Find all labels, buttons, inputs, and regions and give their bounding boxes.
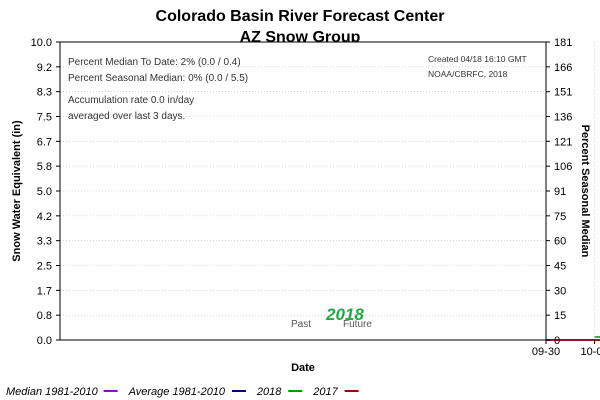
- y-tick-label: 2.5: [37, 261, 52, 273]
- chart-legend: Median 1981-2010 Average 1981-2010 2018 201…: [6, 386, 359, 398]
- y-axis-label: Snow Water Equivalent (in): [11, 120, 23, 262]
- created-timestamp: Created 04/18 16:10 GMT: [428, 54, 527, 64]
- y2-tick-label: 30: [554, 285, 566, 297]
- y2-tick-label: 151: [554, 87, 572, 99]
- y-tick-label: 1.7: [37, 285, 52, 297]
- y-tick-label: 8.3: [37, 87, 52, 99]
- y2-tick-label: 15: [554, 310, 566, 322]
- y2-tick-label: 166: [554, 62, 572, 74]
- y-tick-label: 10.0: [31, 37, 52, 49]
- y-tick-label: 6.7: [37, 136, 52, 148]
- y2-tick-label: 91: [554, 186, 566, 198]
- y-tick-label: 5.0: [37, 186, 52, 198]
- y2-tick-label: 136: [554, 112, 572, 124]
- y-tick-label: 9.2: [37, 62, 52, 74]
- y-tick-label: 5.8: [37, 161, 52, 173]
- pct-median-to-date: Percent Median To Date: 2% (0.0 / 0.4): [68, 57, 241, 68]
- y2-axis-label: Percent Seasonal Median: [579, 125, 591, 258]
- year-label: 2018: [325, 305, 364, 324]
- y2-tick-label: 45: [554, 261, 566, 273]
- credit-annotation: Created 04/18 16:10 GMT NOAA/CBRFC, 2018: [428, 54, 527, 79]
- accumulation-rate: Accumulation rate 0.0 in/day: [68, 95, 194, 106]
- y-tick-label: 0.8: [37, 310, 52, 322]
- y-tick-label: 4.2: [37, 211, 52, 223]
- pct-seasonal-median: Percent Seasonal Median: 0% (0.0 / 5.5): [68, 73, 248, 84]
- past-label: Past: [291, 319, 311, 330]
- y2-tick-label: 106: [554, 161, 572, 173]
- legend-label: Average 1981-2010: [128, 386, 226, 398]
- y-tick-label: 7.5: [37, 112, 52, 124]
- future-label: Future: [343, 319, 372, 330]
- chart-title: Colorado Basin River Forecast Center: [156, 8, 445, 25]
- x-tick-label: 10-01: [581, 346, 600, 358]
- series-line-2018: [594, 336, 600, 338]
- x-axis-label: Date: [291, 362, 315, 374]
- legend-label: 2017: [312, 386, 338, 398]
- y2-tick-label: 60: [554, 236, 566, 248]
- source-credit: NOAA/CBRFC, 2018: [428, 69, 508, 79]
- legend-label: Median 1981-2010: [6, 386, 99, 398]
- x-tick-label: 09-30: [532, 346, 560, 358]
- legend-label: 2018: [256, 386, 282, 398]
- y2-tick-label: 121: [554, 136, 572, 148]
- stats-annotation: Percent Median To Date: 2% (0.0 / 0.4) P…: [68, 57, 248, 122]
- y2-tick-label: 181: [554, 37, 572, 49]
- accumulation-window: averaged over last 3 days.: [68, 111, 185, 122]
- y2-tick-label: 0: [554, 335, 560, 347]
- y-tick-label: 0.0: [37, 335, 52, 347]
- y-tick-label: 3.3: [37, 236, 52, 248]
- y2-tick-label: 75: [554, 211, 566, 223]
